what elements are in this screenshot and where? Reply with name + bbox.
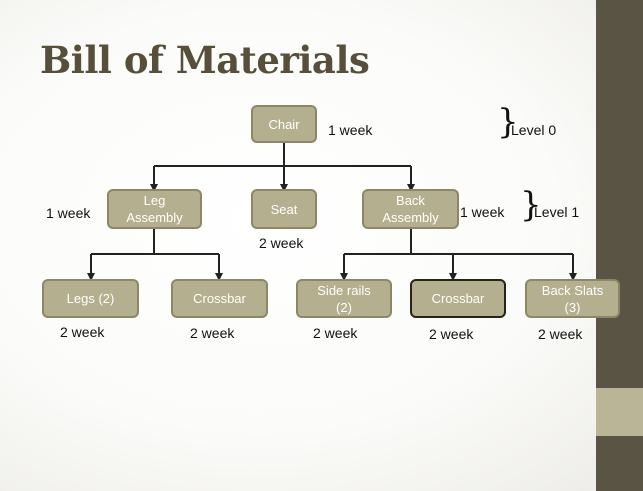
lead-time-chair: 1 week xyxy=(328,122,373,138)
lead-time-back-slats: 2 week xyxy=(538,326,583,342)
lead-time-leg-assembly: 1 week xyxy=(46,205,91,221)
node-leg-assembly[interactable]: Leg Assembly xyxy=(107,189,202,229)
decorative-sidebar-accent xyxy=(596,388,643,436)
level-1-label: Level 1 xyxy=(534,204,580,220)
node-back-assembly[interactable]: Back Assembly xyxy=(362,189,459,229)
lead-time-side-rails: 2 week xyxy=(313,325,358,341)
node-side-rails[interactable]: Side rails (2) xyxy=(296,279,392,318)
node-chair[interactable]: Chair xyxy=(251,105,317,143)
level-1-brace: } xyxy=(520,185,542,225)
level-0-brace: } xyxy=(497,102,519,142)
lead-time-crossbar-left: 2 week xyxy=(190,325,235,341)
slide-title: Bill of Materials xyxy=(40,38,370,82)
node-legs[interactable]: Legs (2) xyxy=(42,279,139,318)
lead-time-seat: 2 week xyxy=(259,235,304,251)
node-seat[interactable]: Seat xyxy=(251,189,317,229)
node-crossbar-right[interactable]: Crossbar xyxy=(410,279,506,318)
lead-time-back-assembly: 1 week xyxy=(460,204,505,220)
lead-time-crossbar-right: 2 week xyxy=(429,326,474,342)
level-0-label: Level 0 xyxy=(511,122,557,138)
node-crossbar-left[interactable]: Crossbar xyxy=(171,279,268,318)
node-back-slats[interactable]: Back Slats (3) xyxy=(525,279,620,318)
lead-time-legs: 2 week xyxy=(60,324,105,340)
